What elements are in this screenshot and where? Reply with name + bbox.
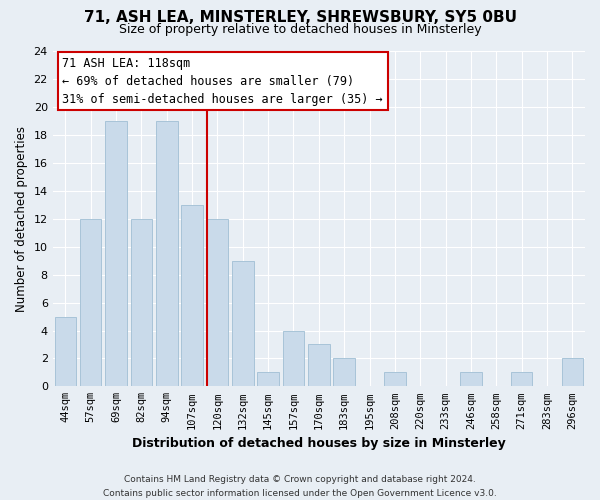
Bar: [283, 330, 304, 386]
X-axis label: Distribution of detached houses by size in Minsterley: Distribution of detached houses by size …: [132, 437, 506, 450]
Bar: [232, 261, 254, 386]
Text: 71, ASH LEA, MINSTERLEY, SHREWSBURY, SY5 0BU: 71, ASH LEA, MINSTERLEY, SHREWSBURY, SY5…: [83, 10, 517, 25]
Bar: [257, 372, 279, 386]
Bar: [80, 219, 101, 386]
Bar: [181, 205, 203, 386]
Bar: [308, 344, 329, 387]
Bar: [131, 219, 152, 386]
Bar: [562, 358, 583, 386]
Bar: [460, 372, 482, 386]
Bar: [156, 122, 178, 386]
Bar: [206, 219, 228, 386]
Bar: [511, 372, 532, 386]
Bar: [384, 372, 406, 386]
Y-axis label: Number of detached properties: Number of detached properties: [15, 126, 28, 312]
Text: Size of property relative to detached houses in Minsterley: Size of property relative to detached ho…: [119, 22, 481, 36]
Bar: [105, 122, 127, 386]
Text: Contains HM Land Registry data © Crown copyright and database right 2024.
Contai: Contains HM Land Registry data © Crown c…: [103, 476, 497, 498]
Bar: [334, 358, 355, 386]
Text: 71 ASH LEA: 118sqm
← 69% of detached houses are smaller (79)
31% of semi-detache: 71 ASH LEA: 118sqm ← 69% of detached hou…: [62, 56, 383, 106]
Bar: [55, 316, 76, 386]
